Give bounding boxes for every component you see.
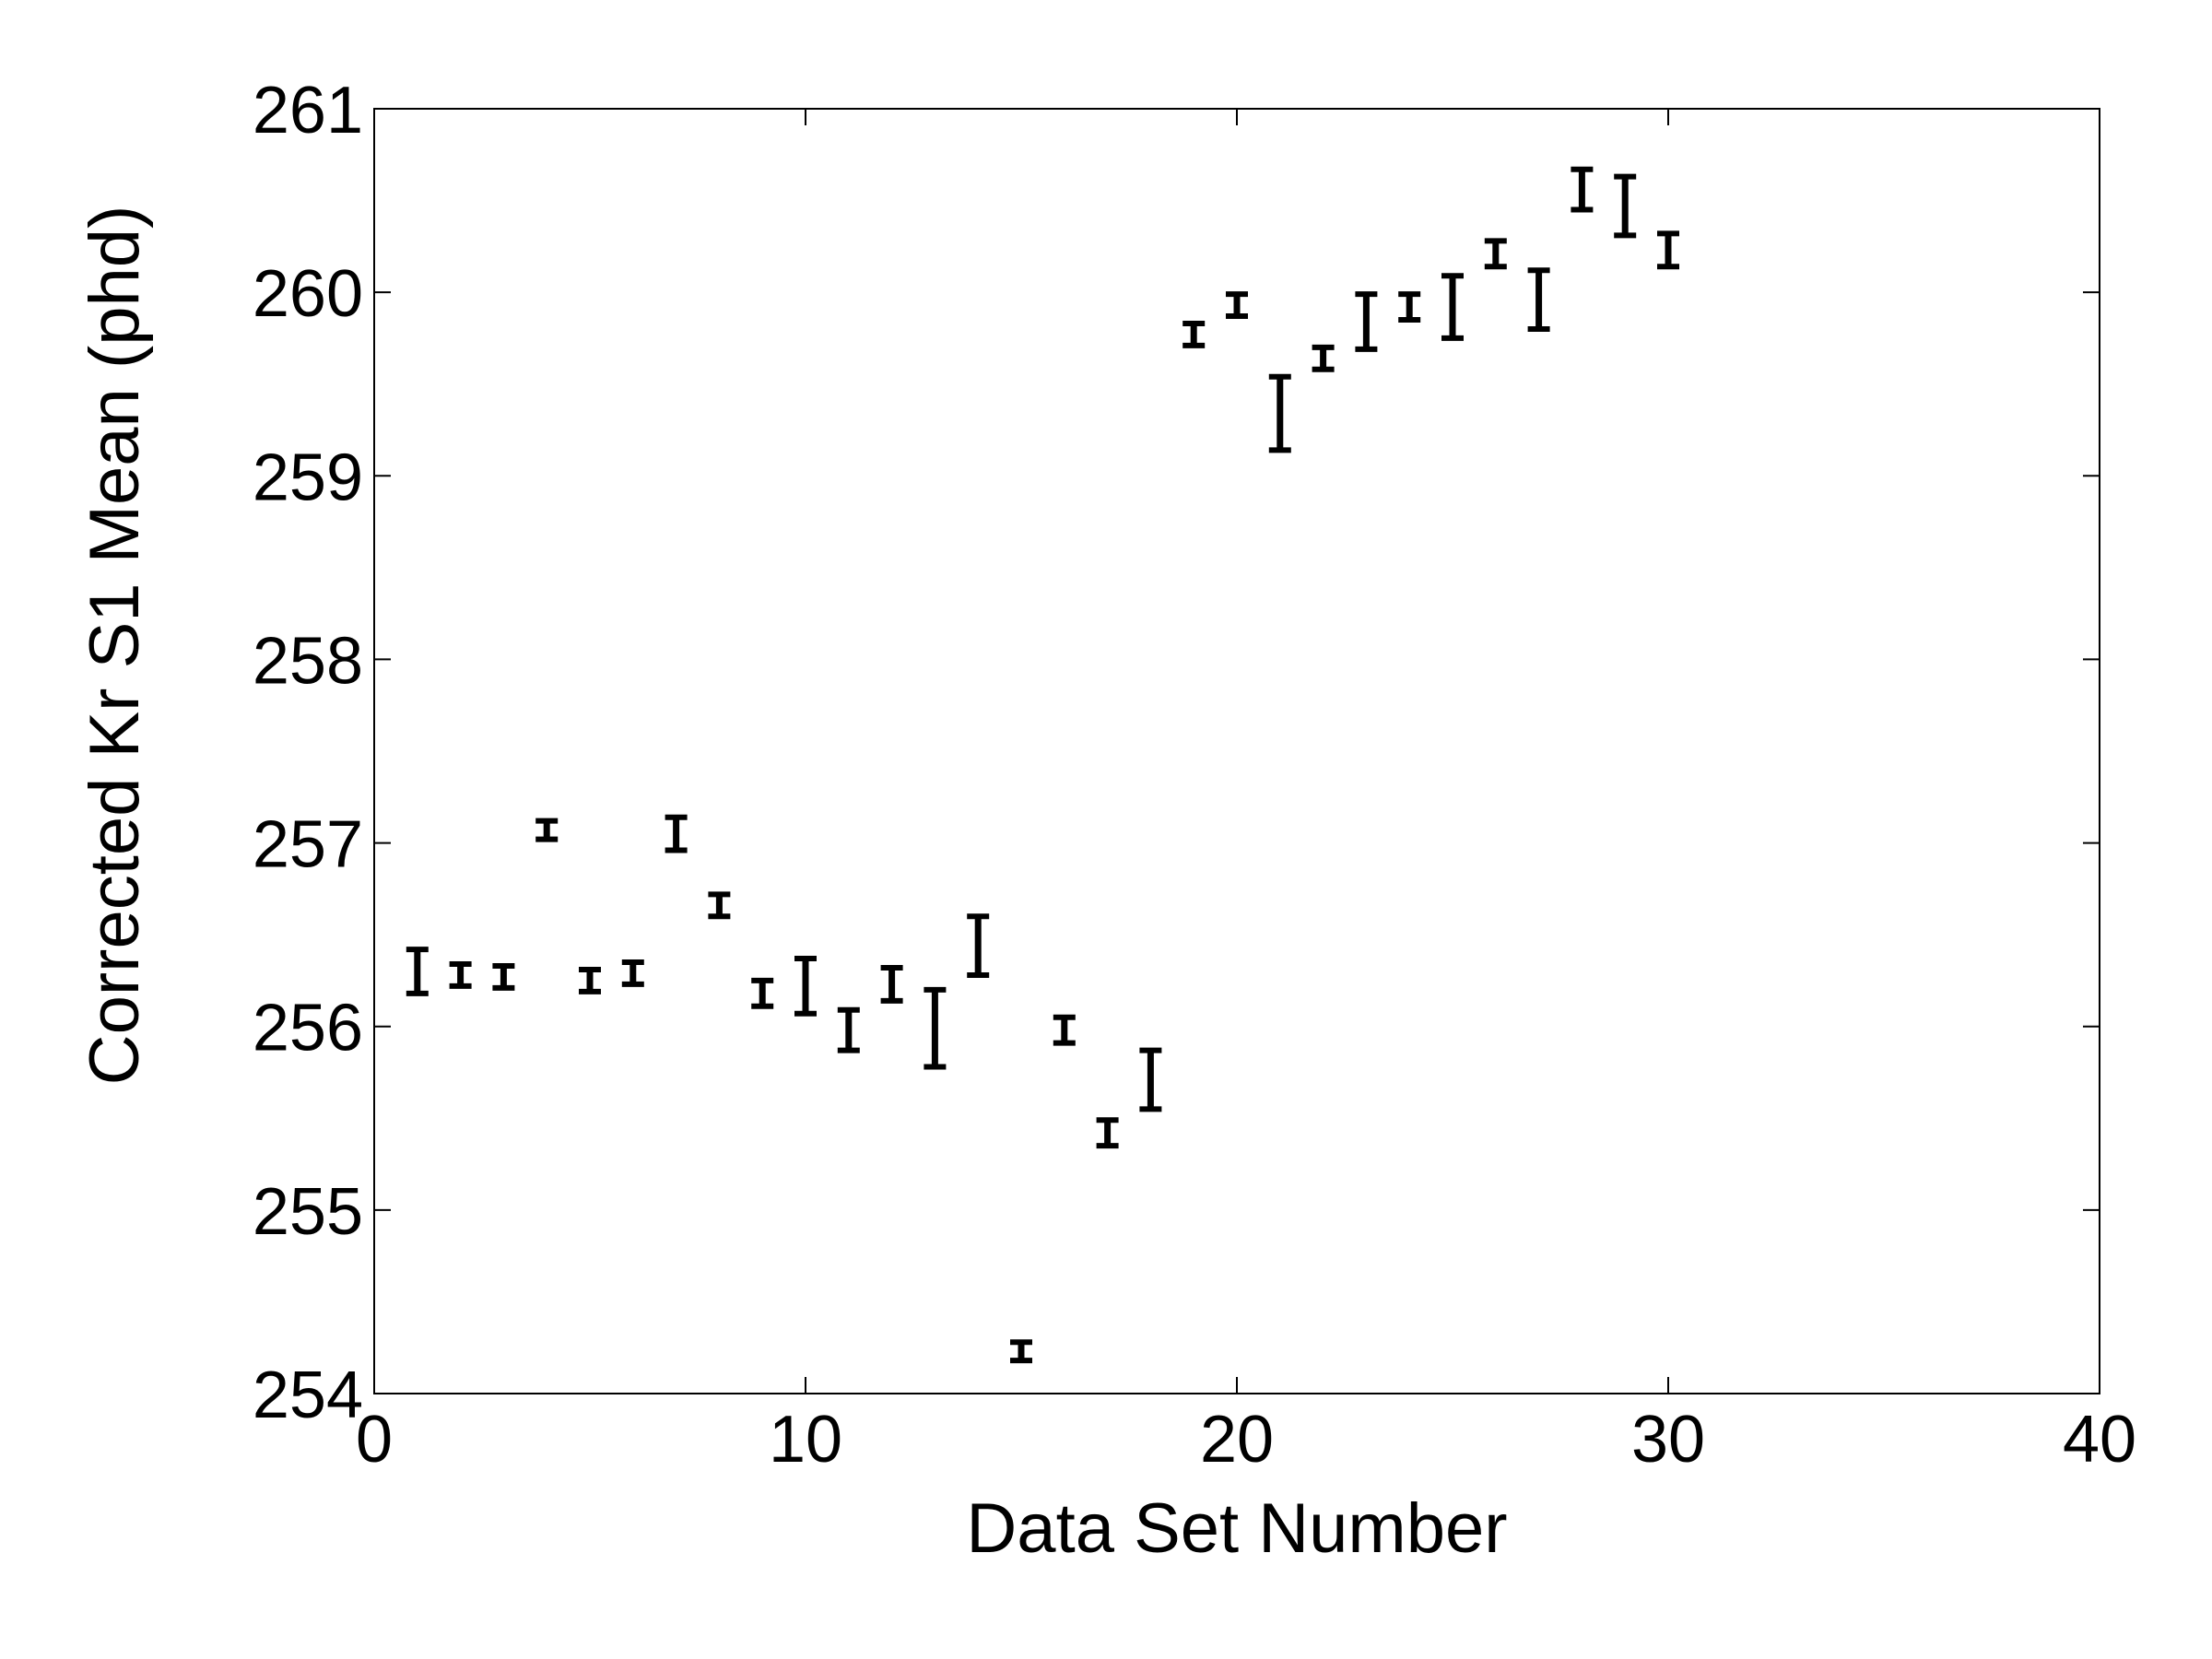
error-bar-point-29	[1614, 173, 1637, 239]
error-bar-point-26	[1484, 238, 1507, 270]
error-bar-point-19	[1182, 320, 1206, 348]
x-tick-label: 30	[1631, 1403, 1705, 1477]
error-bar-point-1	[406, 947, 429, 996]
x-tick-label: 0	[356, 1403, 393, 1477]
error-bar-point-17	[1096, 1117, 1119, 1149]
error-bar-point-7	[665, 814, 688, 853]
axis-ticks	[373, 108, 2100, 1394]
error-bar-point-5	[579, 966, 601, 994]
error-bar-point-8	[708, 891, 731, 920]
error-bar-point-11	[837, 1006, 860, 1053]
y-tick-label: 257	[253, 808, 363, 882]
error-bar-point-13	[924, 986, 947, 1070]
error-bar-point-3	[492, 962, 515, 991]
y-tick-label: 256	[253, 992, 363, 1065]
error-bar-series	[406, 166, 1679, 1364]
error-bar-point-14	[967, 913, 990, 978]
error-bar-point-10	[794, 956, 817, 1017]
y-tick-label: 260	[253, 257, 363, 331]
error-bar-point-28	[1571, 166, 1594, 213]
error-bar-point-16	[1053, 1014, 1076, 1046]
error-bar-point-2	[449, 961, 472, 989]
y-tick-label: 255	[253, 1175, 363, 1249]
y-axis-label: Corrected Kr S1 Mean (phd)	[76, 206, 154, 1086]
axis-tick-labels: 0 10 20 30 40 254 255 256 257 258 259 260 261	[253, 74, 2136, 1477]
y-tick-label: 261	[253, 74, 363, 147]
error-bar-point-22	[1312, 344, 1335, 372]
error-bar-point-27	[1527, 267, 1550, 332]
error-bar-point-15	[1010, 1339, 1032, 1364]
error-bar-point-6	[621, 959, 644, 987]
x-tick-label: 40	[2063, 1403, 2136, 1477]
x-axis-label: Data Set Number	[966, 1489, 1507, 1568]
y-tick-label: 254	[253, 1359, 363, 1432]
error-bar-point-12	[880, 964, 903, 1004]
error-bar-point-24	[1398, 291, 1421, 324]
x-tick-label: 20	[1200, 1403, 1274, 1477]
error-bar-point-23	[1355, 291, 1378, 352]
error-bar-point-4	[535, 818, 559, 842]
x-tick-label: 10	[769, 1403, 842, 1477]
error-bar-point-21	[1268, 373, 1291, 453]
y-tick-label: 258	[253, 624, 363, 698]
error-bar-point-9	[751, 977, 774, 1009]
error-bar-point-18	[1139, 1047, 1162, 1112]
error-bar-point-25	[1441, 273, 1464, 341]
error-bar-point-30	[1657, 230, 1679, 270]
y-tick-label: 259	[253, 441, 363, 514]
error-bar-point-20	[1226, 291, 1248, 320]
